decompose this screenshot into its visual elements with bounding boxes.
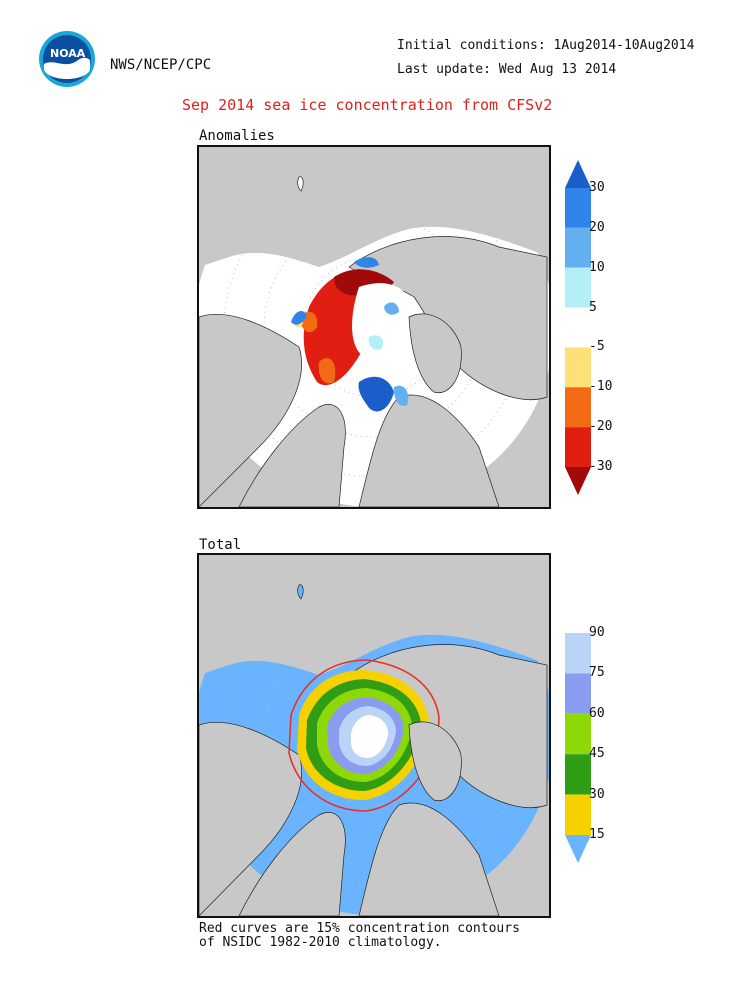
anomaly-colorbar-tick-label: 5	[589, 299, 597, 315]
anomaly-colorbar-swatch	[565, 387, 591, 428]
anomaly-colorbar-tick-label: -30	[589, 459, 613, 474]
anomaly-colorbar-tick-label: 20	[589, 219, 605, 235]
total-colorbar	[565, 605, 591, 867]
anomaly-colorbar-swatch	[565, 307, 591, 348]
anomaly-colorbar-swatch	[565, 188, 591, 228]
anomalies-label: Anomalies	[199, 128, 275, 144]
total-colorbar-tick-label: 90	[589, 625, 605, 640]
anomaly-colorbar-swatch	[565, 160, 591, 188]
total-colorbar-swatch	[565, 713, 591, 755]
organization-name: NWS/NCEP/CPC	[110, 57, 212, 73]
noaa-logo: NOAA	[38, 30, 96, 88]
anomaly-colorbar-swatch	[565, 267, 591, 308]
total-colorbar-swatch	[565, 605, 591, 633]
total-map	[194, 553, 554, 918]
total-colorbar-swatch	[565, 794, 591, 835]
anomaly-colorbar-swatch	[565, 467, 591, 495]
total-colorbar-tick-label: 75	[589, 665, 605, 681]
total-colorbar-swatch	[565, 754, 591, 795]
total-colorbar-swatch	[565, 633, 591, 674]
anomaly-colorbar-tick-label: -5	[589, 339, 605, 355]
anomaly-colorbar-swatch	[565, 227, 591, 268]
total-label: Total	[199, 537, 242, 553]
climatology-15pct-contour	[288, 659, 440, 812]
anomaly-colorbar-tick-label: -20	[589, 419, 613, 435]
anomaly-colorbar-swatch	[565, 427, 591, 467]
anomaly-colorbar-tick-label: 30	[589, 180, 605, 195]
footnote-line-1: Red curves are 15% concentration contour…	[199, 921, 520, 936]
total-colorbar-tick-label: 45	[589, 746, 605, 762]
anomalies-map	[194, 145, 554, 509]
initial-conditions: Initial conditions: 1Aug2014-10Aug2014	[397, 38, 695, 53]
total-colorbar-swatch	[565, 673, 591, 714]
total-colorbar-tick-label: 15	[589, 827, 605, 842]
anomaly-colorbar-tick-label: -10	[589, 379, 613, 395]
total-colorbar-tick-label: 60	[589, 705, 605, 721]
total-colorbar-tick-label: 30	[589, 786, 605, 802]
total-colorbar-swatch	[565, 835, 591, 863]
footnote-line-2: of NSIDC 1982-2010 climatology.	[199, 935, 442, 950]
anomaly-colorbar-swatch	[565, 347, 591, 388]
last-update: Last update: Wed Aug 13 2014	[397, 62, 617, 77]
figure-title: Sep 2014 sea ice concentration from CFSv…	[182, 96, 553, 114]
noaa-logo-text: NOAA	[50, 47, 86, 60]
anomaly-colorbar	[565, 160, 591, 499]
anomaly-colorbar-tick-label: 10	[589, 259, 605, 275]
